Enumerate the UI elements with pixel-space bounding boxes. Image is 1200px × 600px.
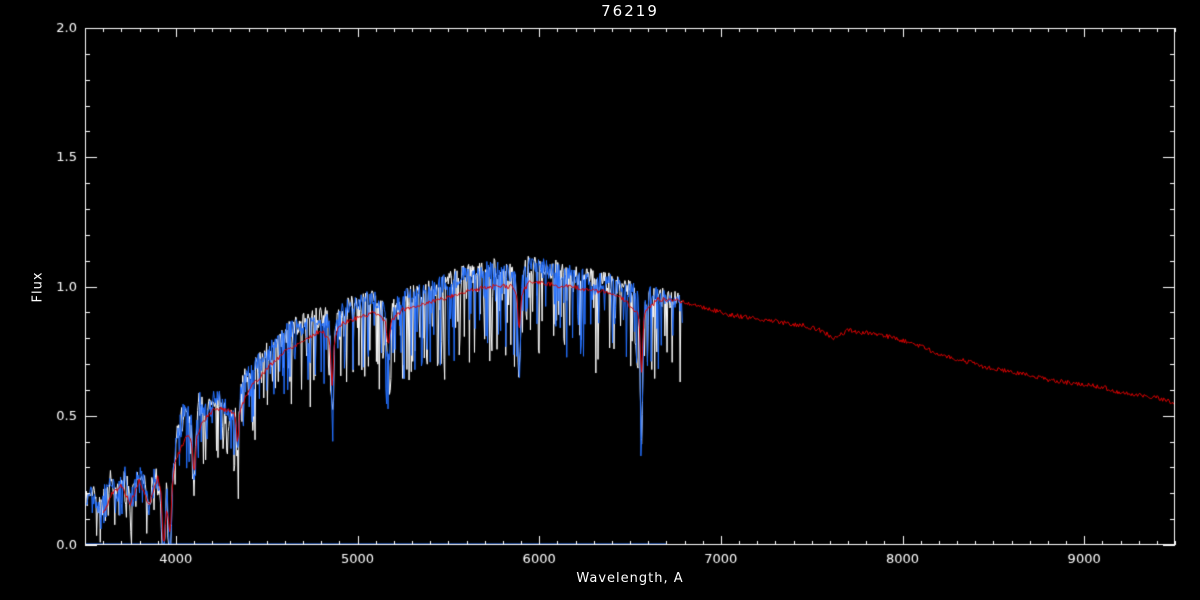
plot-title: 76219	[601, 2, 659, 20]
x-axis-label: Wavelength, A	[576, 571, 684, 586]
y-axis-label: Flux	[30, 271, 46, 303]
